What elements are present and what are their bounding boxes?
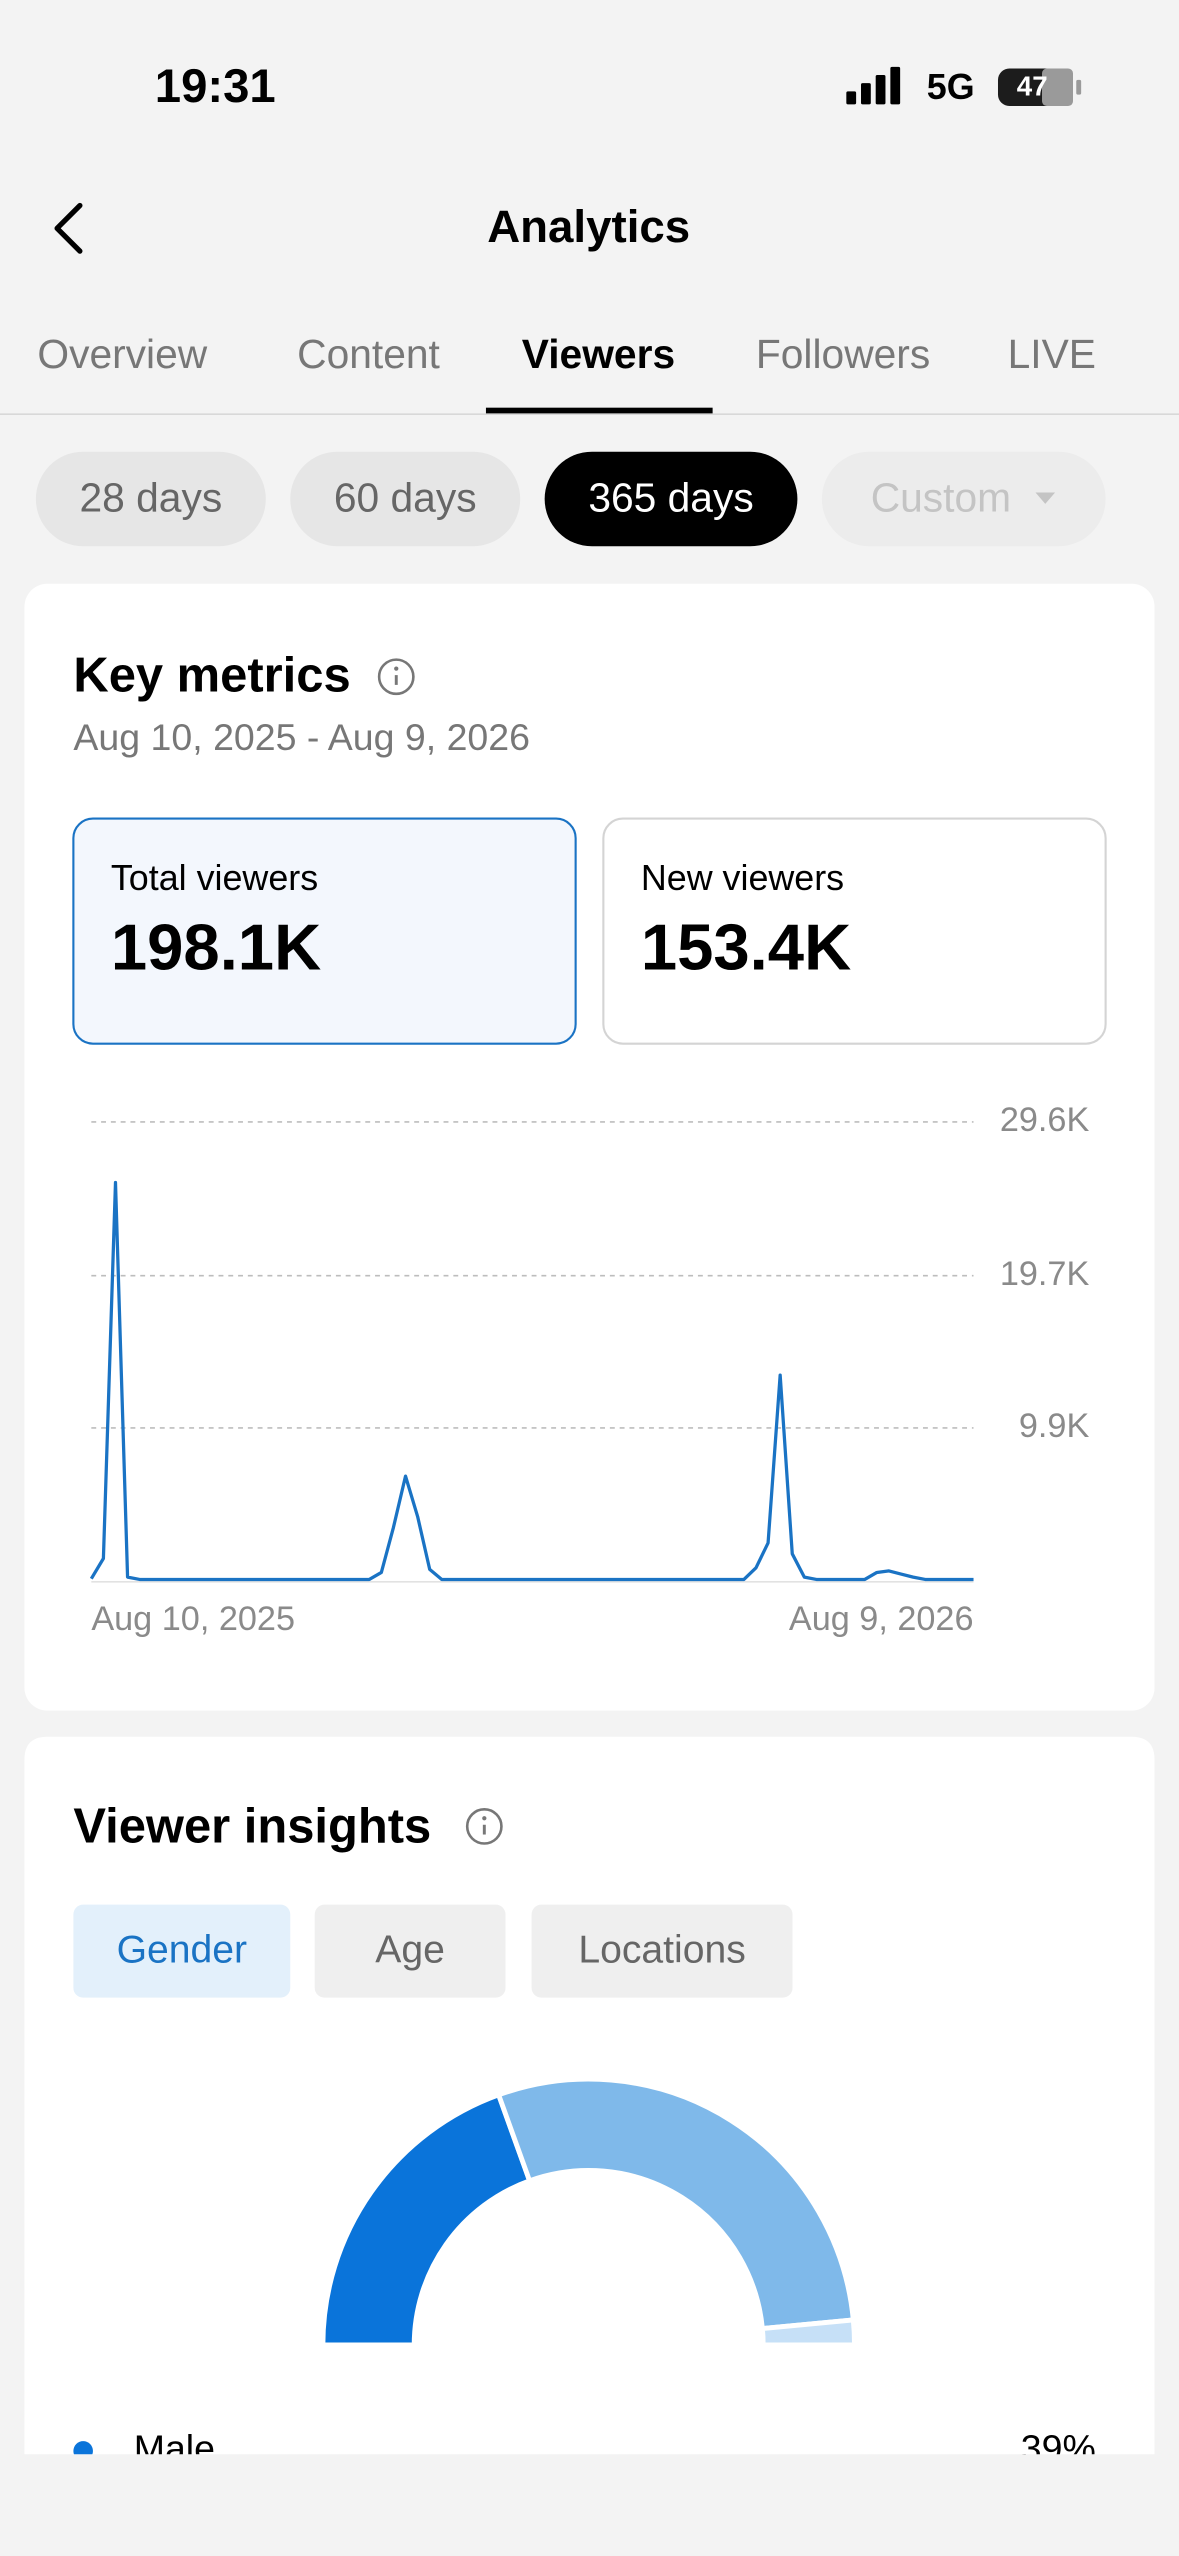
date-range: Aug 10, 2025 - Aug 9, 2026 [73,716,530,758]
signal-icon [846,66,901,105]
legend-value: 39% [1021,2427,1096,2469]
network-label: 5G [927,67,975,107]
legend-label: Male [134,2427,215,2469]
range-chip[interactable] [290,451,521,547]
filter-chip[interactable] [531,1904,793,1998]
page-title: Analytics [487,201,690,252]
x-tick-label: Aug 9, 2026 [789,1600,974,1638]
metric-value: 198.1K [111,911,321,984]
filter-label[interactable]: Age [375,1928,445,1971]
tab[interactable]: LIVE [1008,331,1096,377]
range-label[interactable]: 60 days [334,474,477,520]
metric-card[interactable] [602,817,1107,1045]
range-chip[interactable] [821,451,1106,547]
section-title: Key metrics [73,648,350,702]
info-dot [482,1816,487,1821]
range-chip[interactable] [544,451,798,547]
back-button[interactable] [54,202,83,254]
line-series [89,1180,974,1582]
battery-level: 47 [1017,70,1048,101]
y-tick-label: 9.9K [1019,1407,1090,1445]
filter-chip[interactable] [73,1904,291,1998]
metric-label: New viewers [641,858,844,898]
tab[interactable]: Content [297,331,440,377]
metric-card[interactable] [72,817,577,1045]
range-chip[interactable] [35,451,266,547]
filter-label[interactable]: Locations [578,1928,746,1971]
info-dot [394,666,399,671]
status-time: 19:31 [155,60,276,113]
tab-indicator [485,407,713,414]
x-tick-label: Aug 10, 2025 [91,1600,295,1638]
metric-label: Total viewers [111,858,318,898]
info-icon[interactable] [377,658,415,696]
range-label[interactable]: Custom [871,474,1011,520]
filter-label[interactable]: Gender [117,1928,247,1971]
y-tick-label: 29.6K [1000,1101,1090,1139]
y-tick-label: 19.7K [1000,1255,1090,1293]
tab[interactable]: Viewers [522,331,675,377]
gender-segment [495,2076,856,2332]
range-label[interactable]: 28 days [79,474,222,520]
legend-dot [73,2441,93,2455]
filter-chip[interactable] [314,1904,506,1998]
donut-baseline-mask [309,2344,868,2355]
battery-tip [1076,79,1082,95]
metric-value: 153.4K [641,911,851,984]
dropdown-arrow [1035,492,1056,504]
battery-empty [1042,68,1074,106]
tab[interactable]: Overview [37,331,207,377]
insights-content: Male 39% [73,2076,1096,2469]
info-icon[interactable] [465,1807,503,1845]
range-label[interactable]: 365 days [588,474,753,520]
section-title: Viewer insights [73,1800,431,1854]
tab[interactable]: Followers [756,331,930,377]
